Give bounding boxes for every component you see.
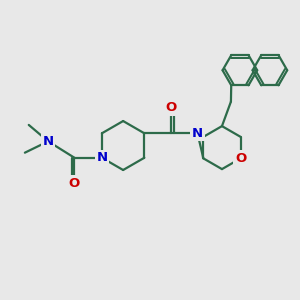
Text: O: O	[235, 152, 246, 165]
Text: O: O	[166, 101, 177, 114]
Text: N: N	[43, 135, 54, 148]
Text: N: N	[192, 127, 203, 140]
Text: O: O	[69, 177, 80, 190]
Text: N: N	[96, 151, 107, 164]
